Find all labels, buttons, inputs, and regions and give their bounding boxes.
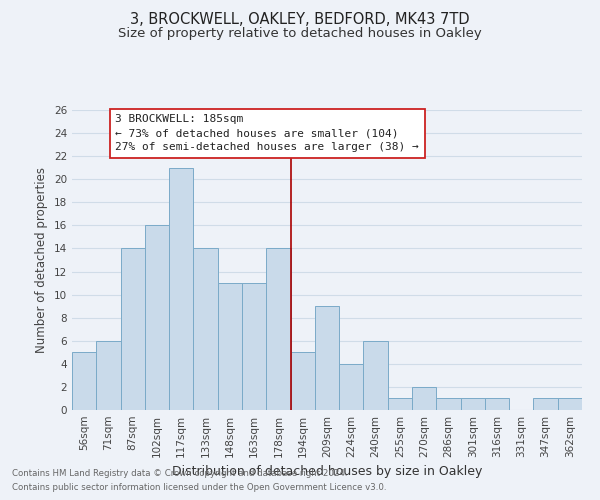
Text: Contains HM Land Registry data © Crown copyright and database right 2024.: Contains HM Land Registry data © Crown c… [12,468,347,477]
Text: 3 BROCKWELL: 185sqm
← 73% of detached houses are smaller (104)
27% of semi-detac: 3 BROCKWELL: 185sqm ← 73% of detached ho… [115,114,419,152]
Bar [290,352,315,410]
Bar [412,387,436,410]
Bar [315,306,339,410]
Text: Contains public sector information licensed under the Open Government Licence v3: Contains public sector information licen… [12,484,386,492]
Bar [485,398,509,410]
Bar [558,398,582,410]
Bar [242,283,266,410]
Bar [96,341,121,410]
Bar [461,398,485,410]
X-axis label: Distribution of detached houses by size in Oakley: Distribution of detached houses by size … [172,466,482,478]
Bar [193,248,218,410]
Bar [145,226,169,410]
Bar [121,248,145,410]
Bar [436,398,461,410]
Bar [533,398,558,410]
Bar [388,398,412,410]
Bar [266,248,290,410]
Bar [339,364,364,410]
Y-axis label: Number of detached properties: Number of detached properties [35,167,49,353]
Text: 3, BROCKWELL, OAKLEY, BEDFORD, MK43 7TD: 3, BROCKWELL, OAKLEY, BEDFORD, MK43 7TD [130,12,470,28]
Bar [218,283,242,410]
Bar [72,352,96,410]
Bar [169,168,193,410]
Text: Size of property relative to detached houses in Oakley: Size of property relative to detached ho… [118,28,482,40]
Bar [364,341,388,410]
